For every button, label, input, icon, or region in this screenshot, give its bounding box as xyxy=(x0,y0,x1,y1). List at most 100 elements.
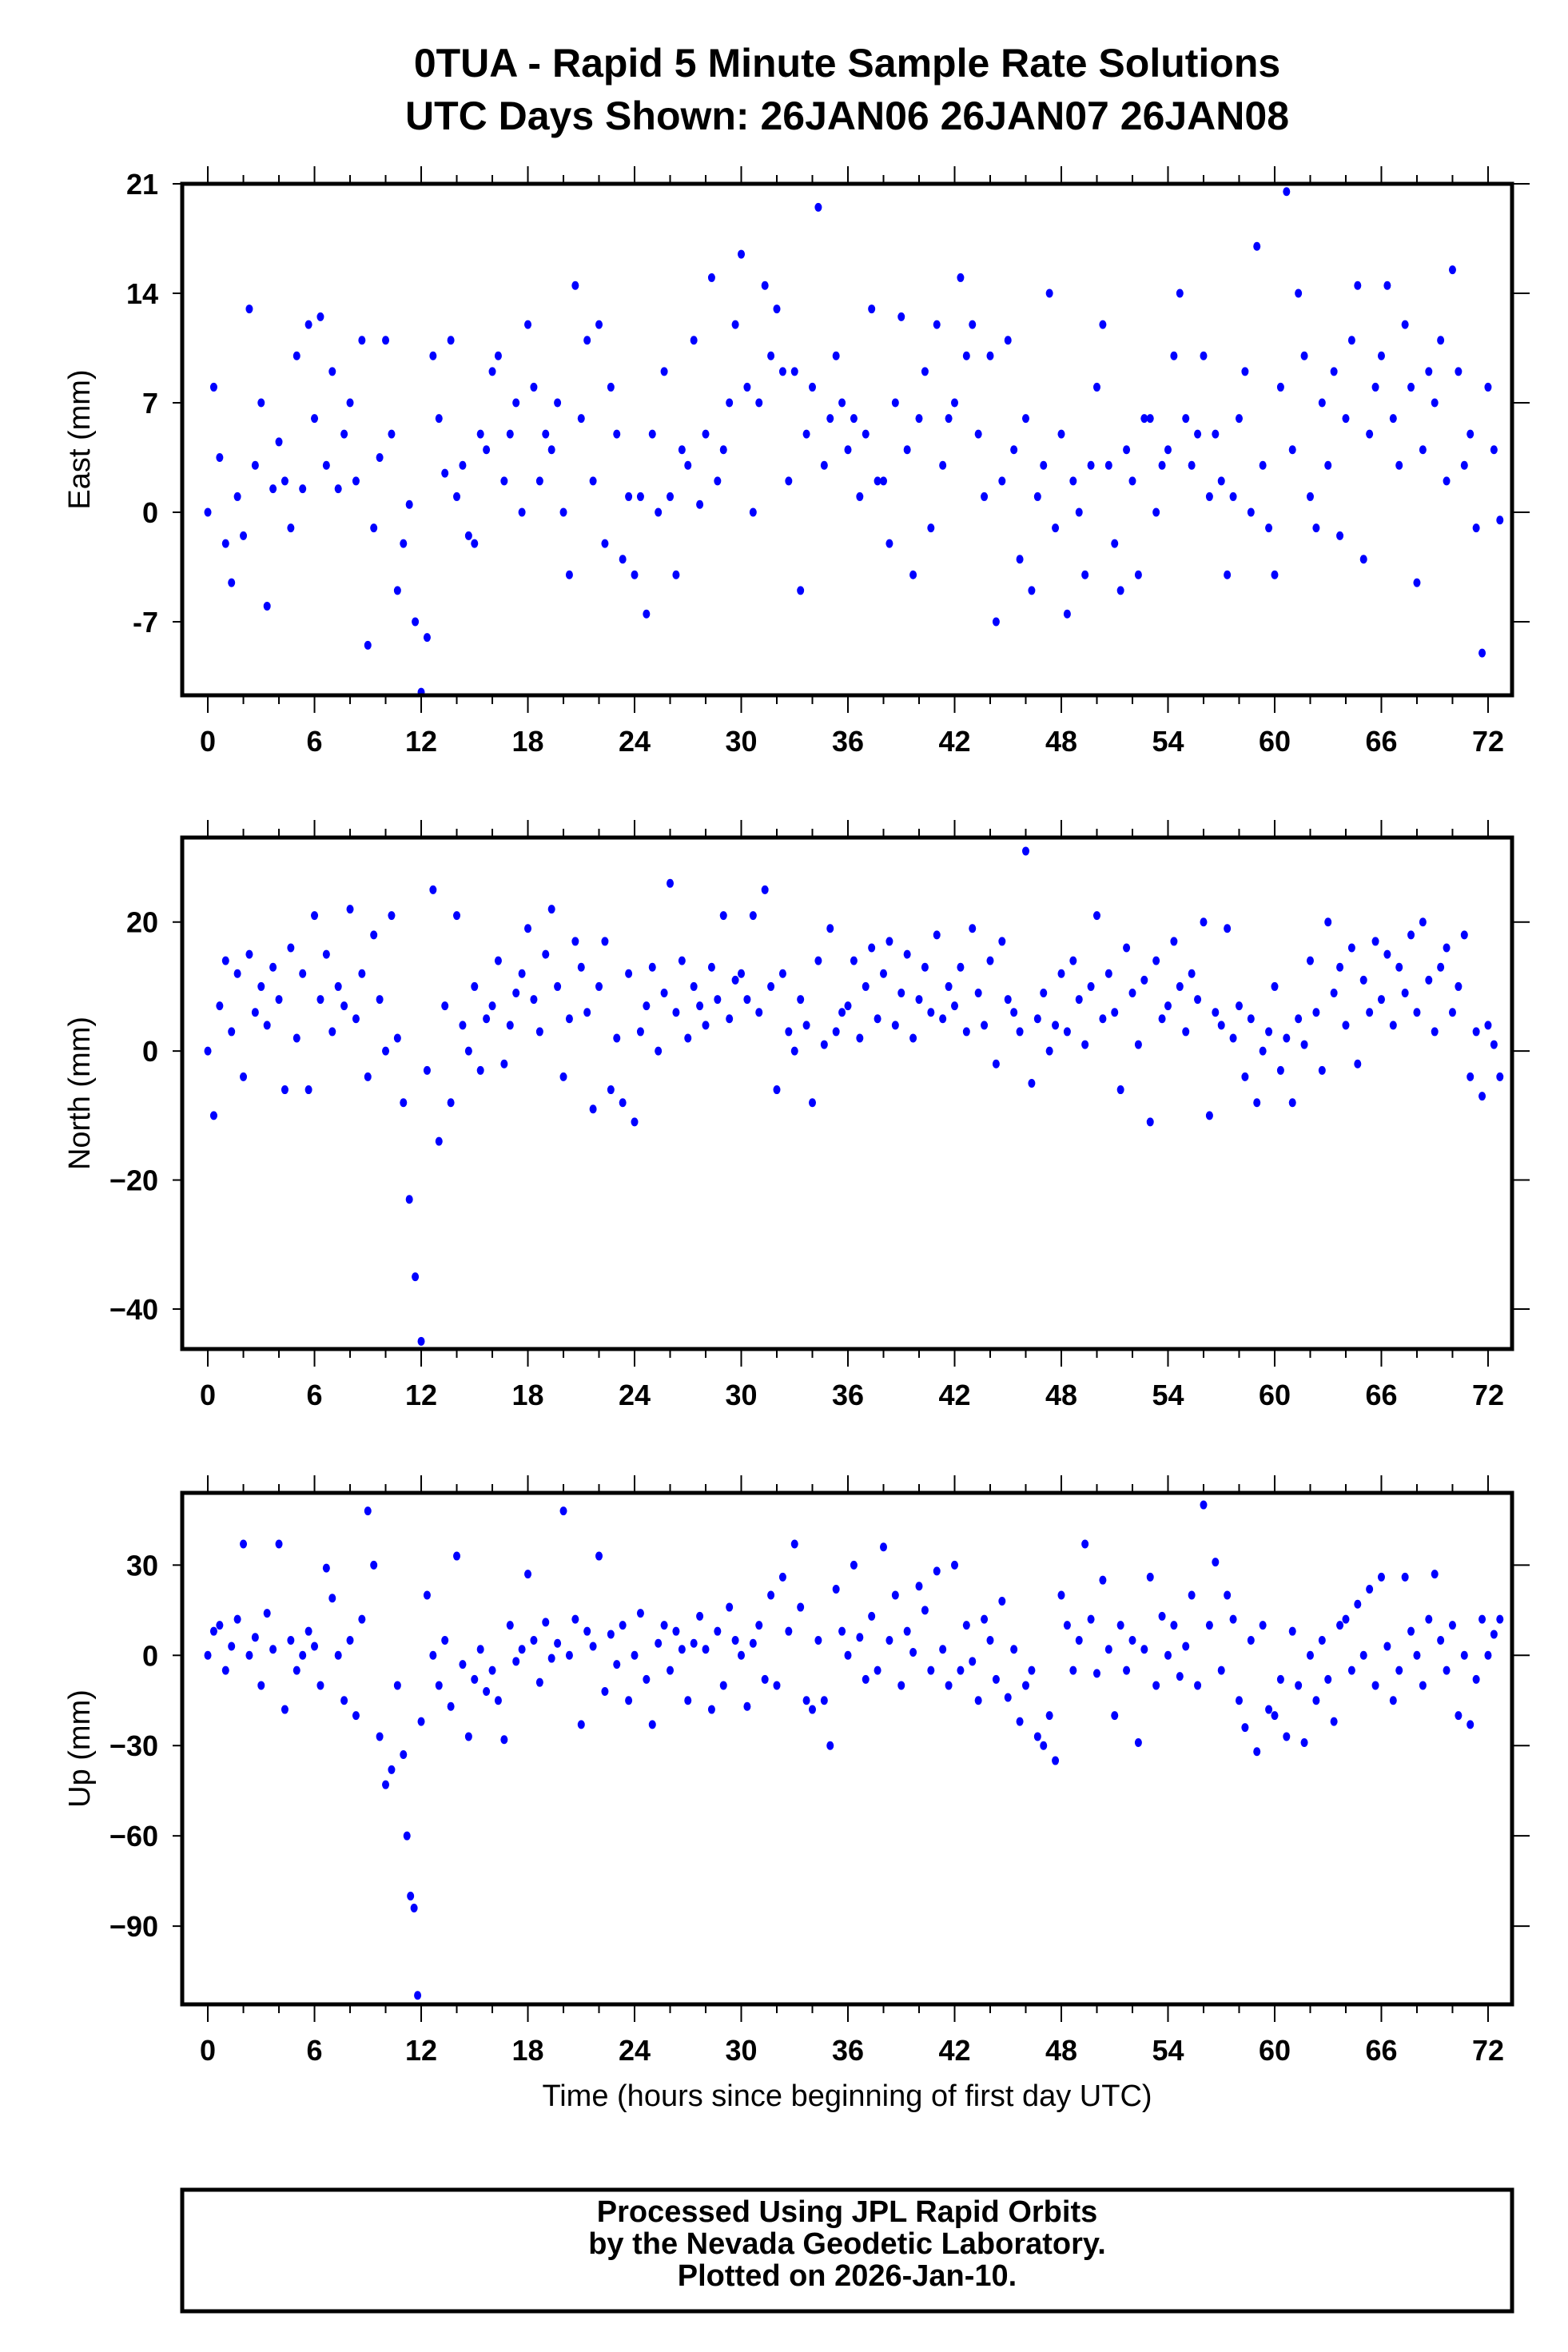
data-point xyxy=(1425,975,1433,985)
data-point xyxy=(535,476,543,486)
data-point xyxy=(844,445,852,455)
data-point xyxy=(696,1001,704,1011)
x-tick-label: 66 xyxy=(1365,1379,1397,1411)
data-point xyxy=(619,1098,627,1108)
data-point xyxy=(814,202,822,212)
data-point xyxy=(1217,1666,1225,1675)
x-tick-label: 72 xyxy=(1472,725,1504,758)
data-point xyxy=(826,924,834,933)
data-point xyxy=(340,1696,348,1705)
data-point xyxy=(962,1621,970,1630)
data-point xyxy=(832,351,840,360)
data-point xyxy=(565,1650,573,1660)
data-point xyxy=(601,539,609,548)
data-point xyxy=(631,1650,639,1660)
data-point xyxy=(1116,586,1124,595)
data-point xyxy=(761,1674,769,1684)
data-point xyxy=(1318,398,1326,408)
data-point xyxy=(1276,382,1284,392)
data-point xyxy=(1182,414,1190,424)
data-point xyxy=(1057,1590,1065,1600)
data-point xyxy=(1205,1621,1213,1630)
data-point xyxy=(483,445,491,455)
data-point xyxy=(1371,937,1379,946)
data-point xyxy=(850,956,858,965)
data-point xyxy=(216,453,224,463)
data-point xyxy=(245,304,253,314)
data-point xyxy=(471,1674,479,1684)
data-point xyxy=(1123,445,1131,455)
data-point xyxy=(1283,187,1291,197)
data-point xyxy=(429,885,437,894)
data-point xyxy=(322,949,330,959)
data-point xyxy=(1241,367,1249,376)
data-point xyxy=(778,1572,786,1582)
data-point xyxy=(1128,476,1136,486)
data-point xyxy=(352,476,360,486)
data-point xyxy=(476,1645,484,1654)
data-point xyxy=(583,336,591,345)
data-point xyxy=(1235,414,1243,424)
data-point xyxy=(547,905,555,914)
data-point xyxy=(1419,445,1427,455)
data-point xyxy=(981,1614,989,1624)
data-point xyxy=(915,1582,923,1591)
data-point xyxy=(684,460,692,470)
data-point xyxy=(1288,1626,1296,1636)
data-point xyxy=(885,937,893,946)
y-tick-label: −60 xyxy=(109,1820,158,1853)
data-point xyxy=(1347,336,1355,345)
data-point xyxy=(1467,1072,1474,1081)
data-point xyxy=(1455,981,1463,991)
data-point xyxy=(311,414,319,424)
data-point xyxy=(364,640,372,650)
data-point xyxy=(909,1033,917,1043)
data-point xyxy=(245,949,253,959)
data-point xyxy=(1276,1065,1284,1075)
data-point xyxy=(464,1046,472,1056)
data-point xyxy=(1324,1674,1332,1684)
data-point xyxy=(559,1072,567,1081)
data-point xyxy=(334,484,342,494)
x-axis-label: Time (hours since beginning of first day… xyxy=(542,2079,1152,2113)
data-point xyxy=(1229,1614,1237,1624)
data-point xyxy=(1235,1001,1243,1011)
data-point xyxy=(209,382,217,392)
data-point xyxy=(785,476,793,486)
data-point xyxy=(1295,1014,1303,1024)
data-point xyxy=(927,523,935,533)
data-point xyxy=(648,429,656,439)
data-point xyxy=(981,1021,989,1030)
data-point xyxy=(595,981,603,991)
data-point xyxy=(648,962,656,972)
data-point xyxy=(974,429,982,439)
data-point xyxy=(767,351,775,360)
data-point xyxy=(1437,962,1445,972)
data-point xyxy=(370,523,378,533)
data-point xyxy=(1081,1539,1089,1549)
data-point xyxy=(506,1621,514,1630)
data-point xyxy=(1419,917,1427,927)
x-tick-label: 42 xyxy=(938,725,970,758)
data-point xyxy=(322,460,330,470)
data-point xyxy=(542,1618,550,1627)
data-point xyxy=(986,351,994,360)
data-point xyxy=(613,1033,621,1043)
data-point xyxy=(1146,1572,1154,1582)
data-point xyxy=(1401,320,1409,329)
data-point xyxy=(393,1033,401,1043)
data-point xyxy=(263,1021,271,1030)
data-point xyxy=(1111,539,1119,548)
y-tick-label: −90 xyxy=(109,1910,158,1943)
data-point xyxy=(613,1660,621,1669)
data-point xyxy=(1395,962,1403,972)
data-point xyxy=(423,633,431,643)
data-point xyxy=(1164,445,1172,455)
data-point xyxy=(571,937,579,946)
data-point xyxy=(1194,1681,1202,1690)
data-point xyxy=(1496,1072,1504,1081)
data-point xyxy=(1028,586,1036,595)
data-point xyxy=(530,382,538,392)
data-point xyxy=(1033,1732,1041,1741)
